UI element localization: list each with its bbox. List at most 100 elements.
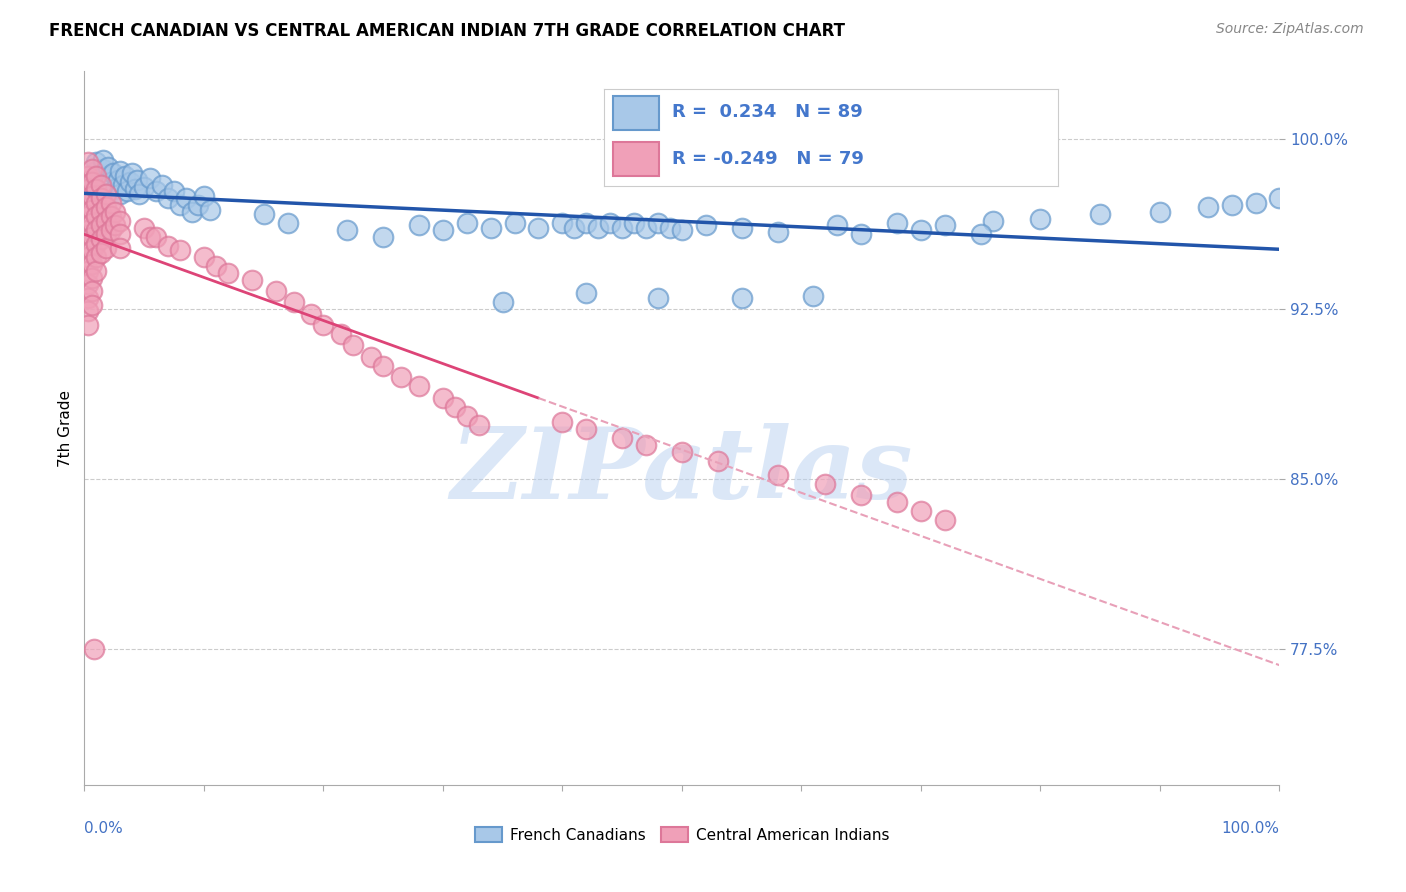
Point [77,304,100,318]
Text: FRENCH CANADIAN VS CENTRAL AMERICAN INDIAN 7TH GRADE CORRELATION CHART: FRENCH CANADIAN VS CENTRAL AMERICAN INDI… [49,22,845,40]
Point [283,295,305,310]
Point [90,204,112,219]
Point [86,164,108,178]
Point [217,266,239,280]
Point [181,204,204,219]
Point [193,250,215,264]
Point [86,250,108,264]
Point [86,155,108,169]
Point [90,219,112,233]
Point [77,223,100,237]
Point [707,454,730,468]
Point [80,189,103,203]
Point [77,291,100,305]
Point [240,273,263,287]
Point [86,182,108,196]
Point [83,173,105,187]
Point [659,220,682,235]
Point [104,204,127,219]
Point [1149,204,1171,219]
Point [599,216,621,230]
Point [117,185,139,199]
Point [145,185,167,199]
Point [77,277,100,292]
Point [128,186,150,201]
Point [312,318,335,332]
Point [198,202,221,217]
Point [80,257,103,271]
Point [90,232,112,246]
Point [389,370,412,384]
Point [373,229,395,244]
Point [80,284,103,298]
Point [83,642,105,657]
Point [187,198,209,212]
Point [132,220,156,235]
Point [1090,207,1112,221]
Point [695,219,717,233]
Point [360,350,382,364]
Text: 100.0%: 100.0% [1222,821,1279,836]
Point [80,298,103,312]
Point [851,227,873,242]
Point [97,160,120,174]
Point [766,467,789,482]
Point [104,182,127,196]
Point [373,359,395,373]
Point [169,198,191,212]
Text: ZIPatlas: ZIPatlas [451,423,912,519]
Point [77,169,100,183]
Point [94,241,117,255]
Point [100,175,122,189]
Point [456,409,478,423]
Point [118,175,141,189]
Point [910,223,932,237]
Point [492,295,515,310]
Point [90,191,112,205]
Point [94,214,117,228]
Point [110,164,132,178]
Point [527,220,550,235]
Point [432,223,454,237]
Point [132,180,156,194]
Point [80,244,103,258]
Point [80,202,103,217]
Point [636,220,658,235]
Point [107,173,129,187]
Point [803,288,825,302]
Point [80,216,103,230]
Point [125,173,148,187]
Point [121,166,143,180]
Point [80,161,103,176]
Point [77,182,100,196]
Point [93,153,115,167]
Point [77,318,100,332]
Point [80,229,103,244]
Point [86,195,108,210]
Point [157,239,180,253]
Point [551,416,574,430]
Point [408,219,430,233]
Point [277,216,299,230]
Point [551,216,574,230]
Point [77,263,100,277]
Point [1029,211,1052,226]
Point [575,286,598,301]
Point [77,155,100,169]
Legend: French Canadians, Central American Indians: French Canadians, Central American India… [468,821,896,848]
Point [77,210,100,224]
Point [86,169,108,183]
Point [623,216,645,230]
Point [444,400,467,414]
Point [671,445,693,459]
Point [1220,198,1243,212]
Point [647,216,669,230]
Point [110,227,132,242]
Point [174,191,197,205]
Point [94,200,117,214]
Point [90,245,112,260]
Point [169,244,191,258]
Point [671,223,693,237]
Point [981,214,1004,228]
Point [1197,200,1219,214]
